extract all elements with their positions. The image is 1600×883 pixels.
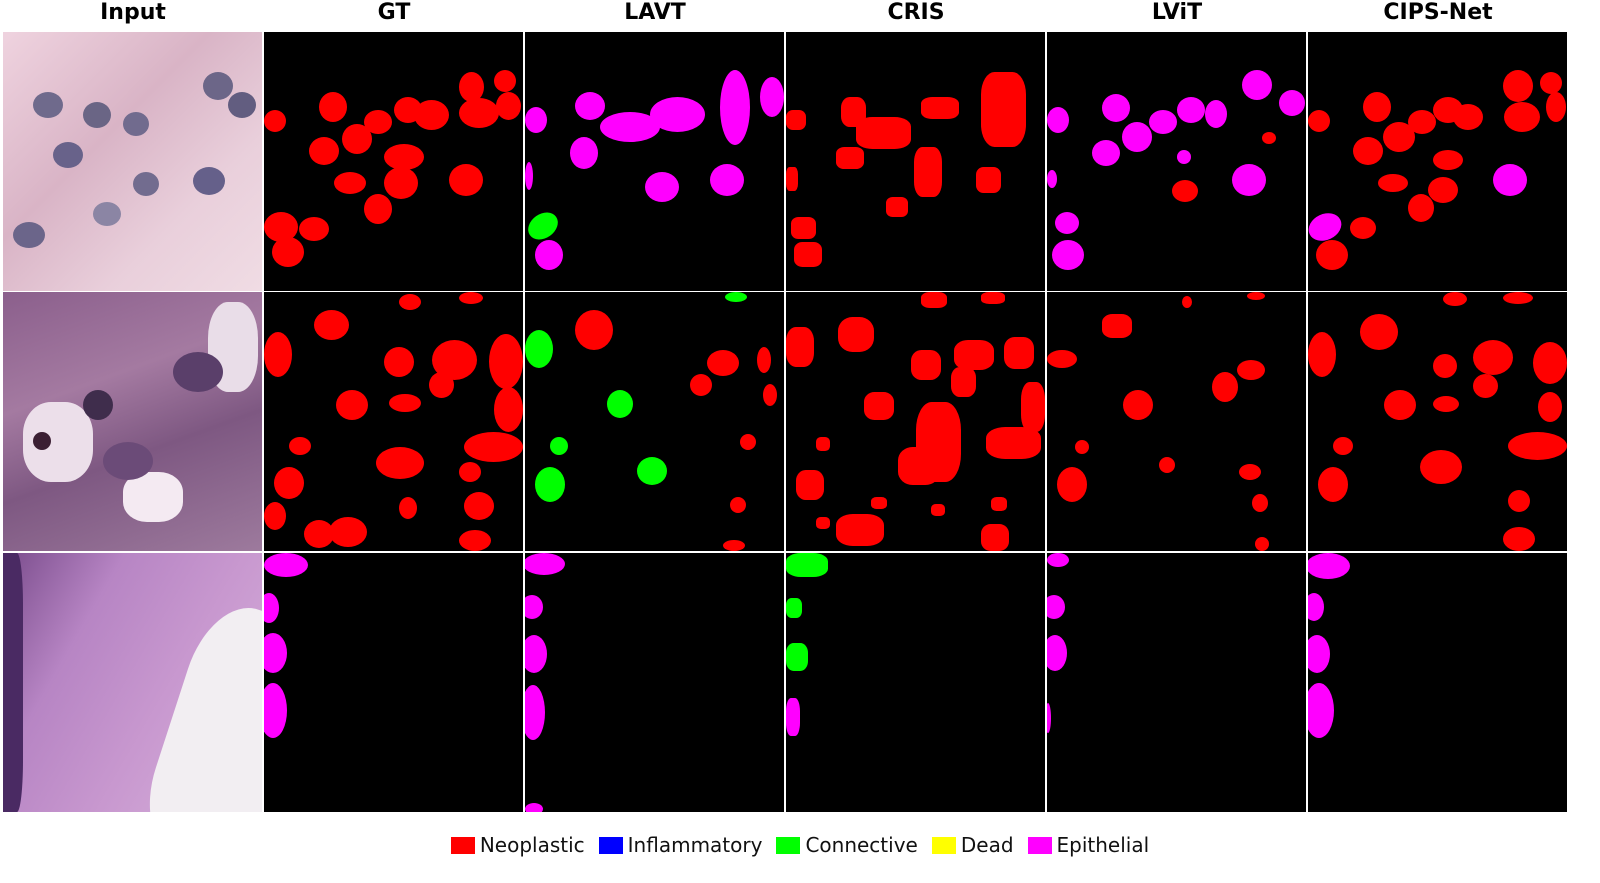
- input-image-row-3: [3, 553, 262, 812]
- legend-swatch-inflammatory: [598, 836, 623, 854]
- legend-item-neoplastic: Neoplastic: [450, 833, 585, 857]
- mask-cris-row-2: [786, 292, 1045, 551]
- mask-gt-row-1: [264, 32, 523, 291]
- mask-cris-row-3: [786, 553, 1045, 812]
- legend-label: Dead: [960, 833, 1014, 857]
- legend-label: Connective: [805, 833, 918, 857]
- column-title-input: Input: [100, 0, 166, 25]
- mask-lvit-row-2: [1047, 292, 1306, 551]
- column-title-lvit: LViT: [1151, 0, 1203, 25]
- legend-item-epithelial: Epithelial: [1027, 833, 1150, 857]
- legend-swatch-connective: [776, 836, 801, 854]
- mask-lvit-row-1: [1047, 32, 1306, 291]
- legend: Neoplastic Inflammatory Connective Dead …: [0, 830, 1600, 860]
- mask-cips-net-row-3: [1308, 553, 1567, 812]
- legend-item-inflammatory: Inflammatory: [598, 833, 763, 857]
- legend-label: Inflammatory: [627, 833, 763, 857]
- legend-item-connective: Connective: [776, 833, 918, 857]
- legend-swatch-dead: [931, 836, 956, 854]
- mask-lavt-row-3: [525, 553, 784, 812]
- mask-cris-row-1: [786, 32, 1045, 291]
- column-title-cris: CRIS: [887, 0, 945, 25]
- legend-swatch-neoplastic: [450, 836, 475, 854]
- input-image-row-1: [3, 32, 262, 291]
- mask-gt-row-2: [264, 292, 523, 551]
- mask-lavt-row-1: [525, 32, 784, 291]
- legend-label: Epithelial: [1056, 833, 1150, 857]
- mask-lavt-row-2: [525, 292, 784, 551]
- legend-label: Neoplastic: [479, 833, 585, 857]
- legend-swatch-epithelial: [1027, 836, 1052, 854]
- mask-lvit-row-3: [1047, 553, 1306, 812]
- legend-item-dead: Dead: [931, 833, 1014, 857]
- mask-gt-row-3: [264, 553, 523, 812]
- column-title-cips-net: CIPS-Net: [1383, 0, 1493, 25]
- input-image-row-2: [3, 292, 262, 551]
- column-title-lavt: LAVT: [624, 0, 686, 25]
- mask-cips-net-row-2: [1308, 292, 1567, 551]
- mask-cips-net-row-1: [1308, 32, 1567, 291]
- column-title-gt: GT: [377, 0, 411, 25]
